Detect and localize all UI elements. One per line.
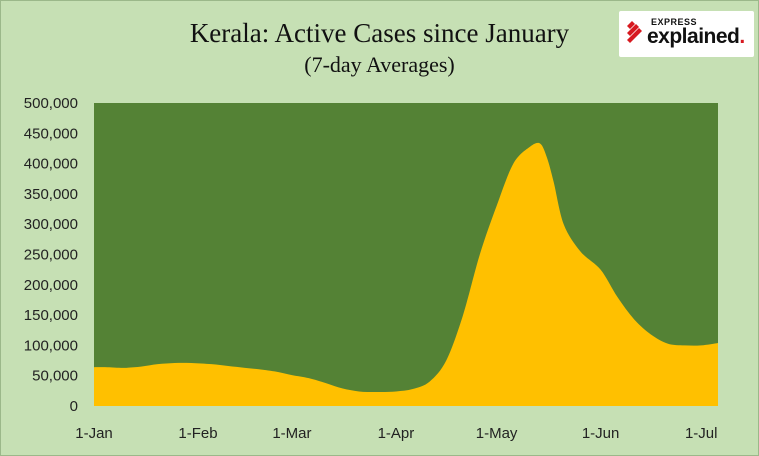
express-explained-logo: EXPRESS explained. [619, 11, 754, 57]
y-tick-label: 300,000 [24, 216, 78, 233]
y-tick-label: 500,000 [24, 95, 78, 112]
y-tick-label: 250,000 [24, 247, 78, 264]
chart-title: Kerala: Active Cases since January [189, 18, 570, 48]
x-axis: 1-Jan 1-Feb 1-Mar 1-Apr 1-May 1-Jun 1-Jul [75, 425, 717, 442]
y-tick-label: 400,000 [24, 156, 78, 173]
brand-main-text: explained. [647, 25, 745, 49]
x-tick-label: 1-Apr [378, 425, 415, 442]
brand-top-text: EXPRESS [651, 17, 698, 27]
x-tick-label: 1-Feb [178, 425, 217, 442]
x-tick-label: 1-Jan [75, 425, 113, 442]
y-tick-label: 100,000 [24, 337, 78, 354]
brand-main-word: explained [647, 25, 740, 48]
y-axis: 0 50,000 100,000 150,000 200,000 250,000 300,0… [24, 95, 78, 415]
x-tick-label: 1-May [476, 425, 518, 442]
x-tick-label: 1-Mar [272, 425, 311, 442]
x-tick-label: 1-Jun [582, 425, 620, 442]
y-tick-label: 350,000 [24, 186, 78, 203]
y-tick-label: 0 [70, 398, 78, 415]
y-tick-label: 450,000 [24, 125, 78, 142]
y-tick-label: 50,000 [32, 368, 78, 385]
y-tick-label: 150,000 [24, 307, 78, 324]
chart-subtitle: (7-day Averages) [304, 52, 455, 77]
x-tick-label: 1-Jul [685, 425, 718, 442]
brand-stripes-icon [627, 21, 642, 43]
y-tick-label: 200,000 [24, 277, 78, 294]
brand-dot: . [739, 25, 745, 48]
active-cases-area [94, 142, 718, 406]
